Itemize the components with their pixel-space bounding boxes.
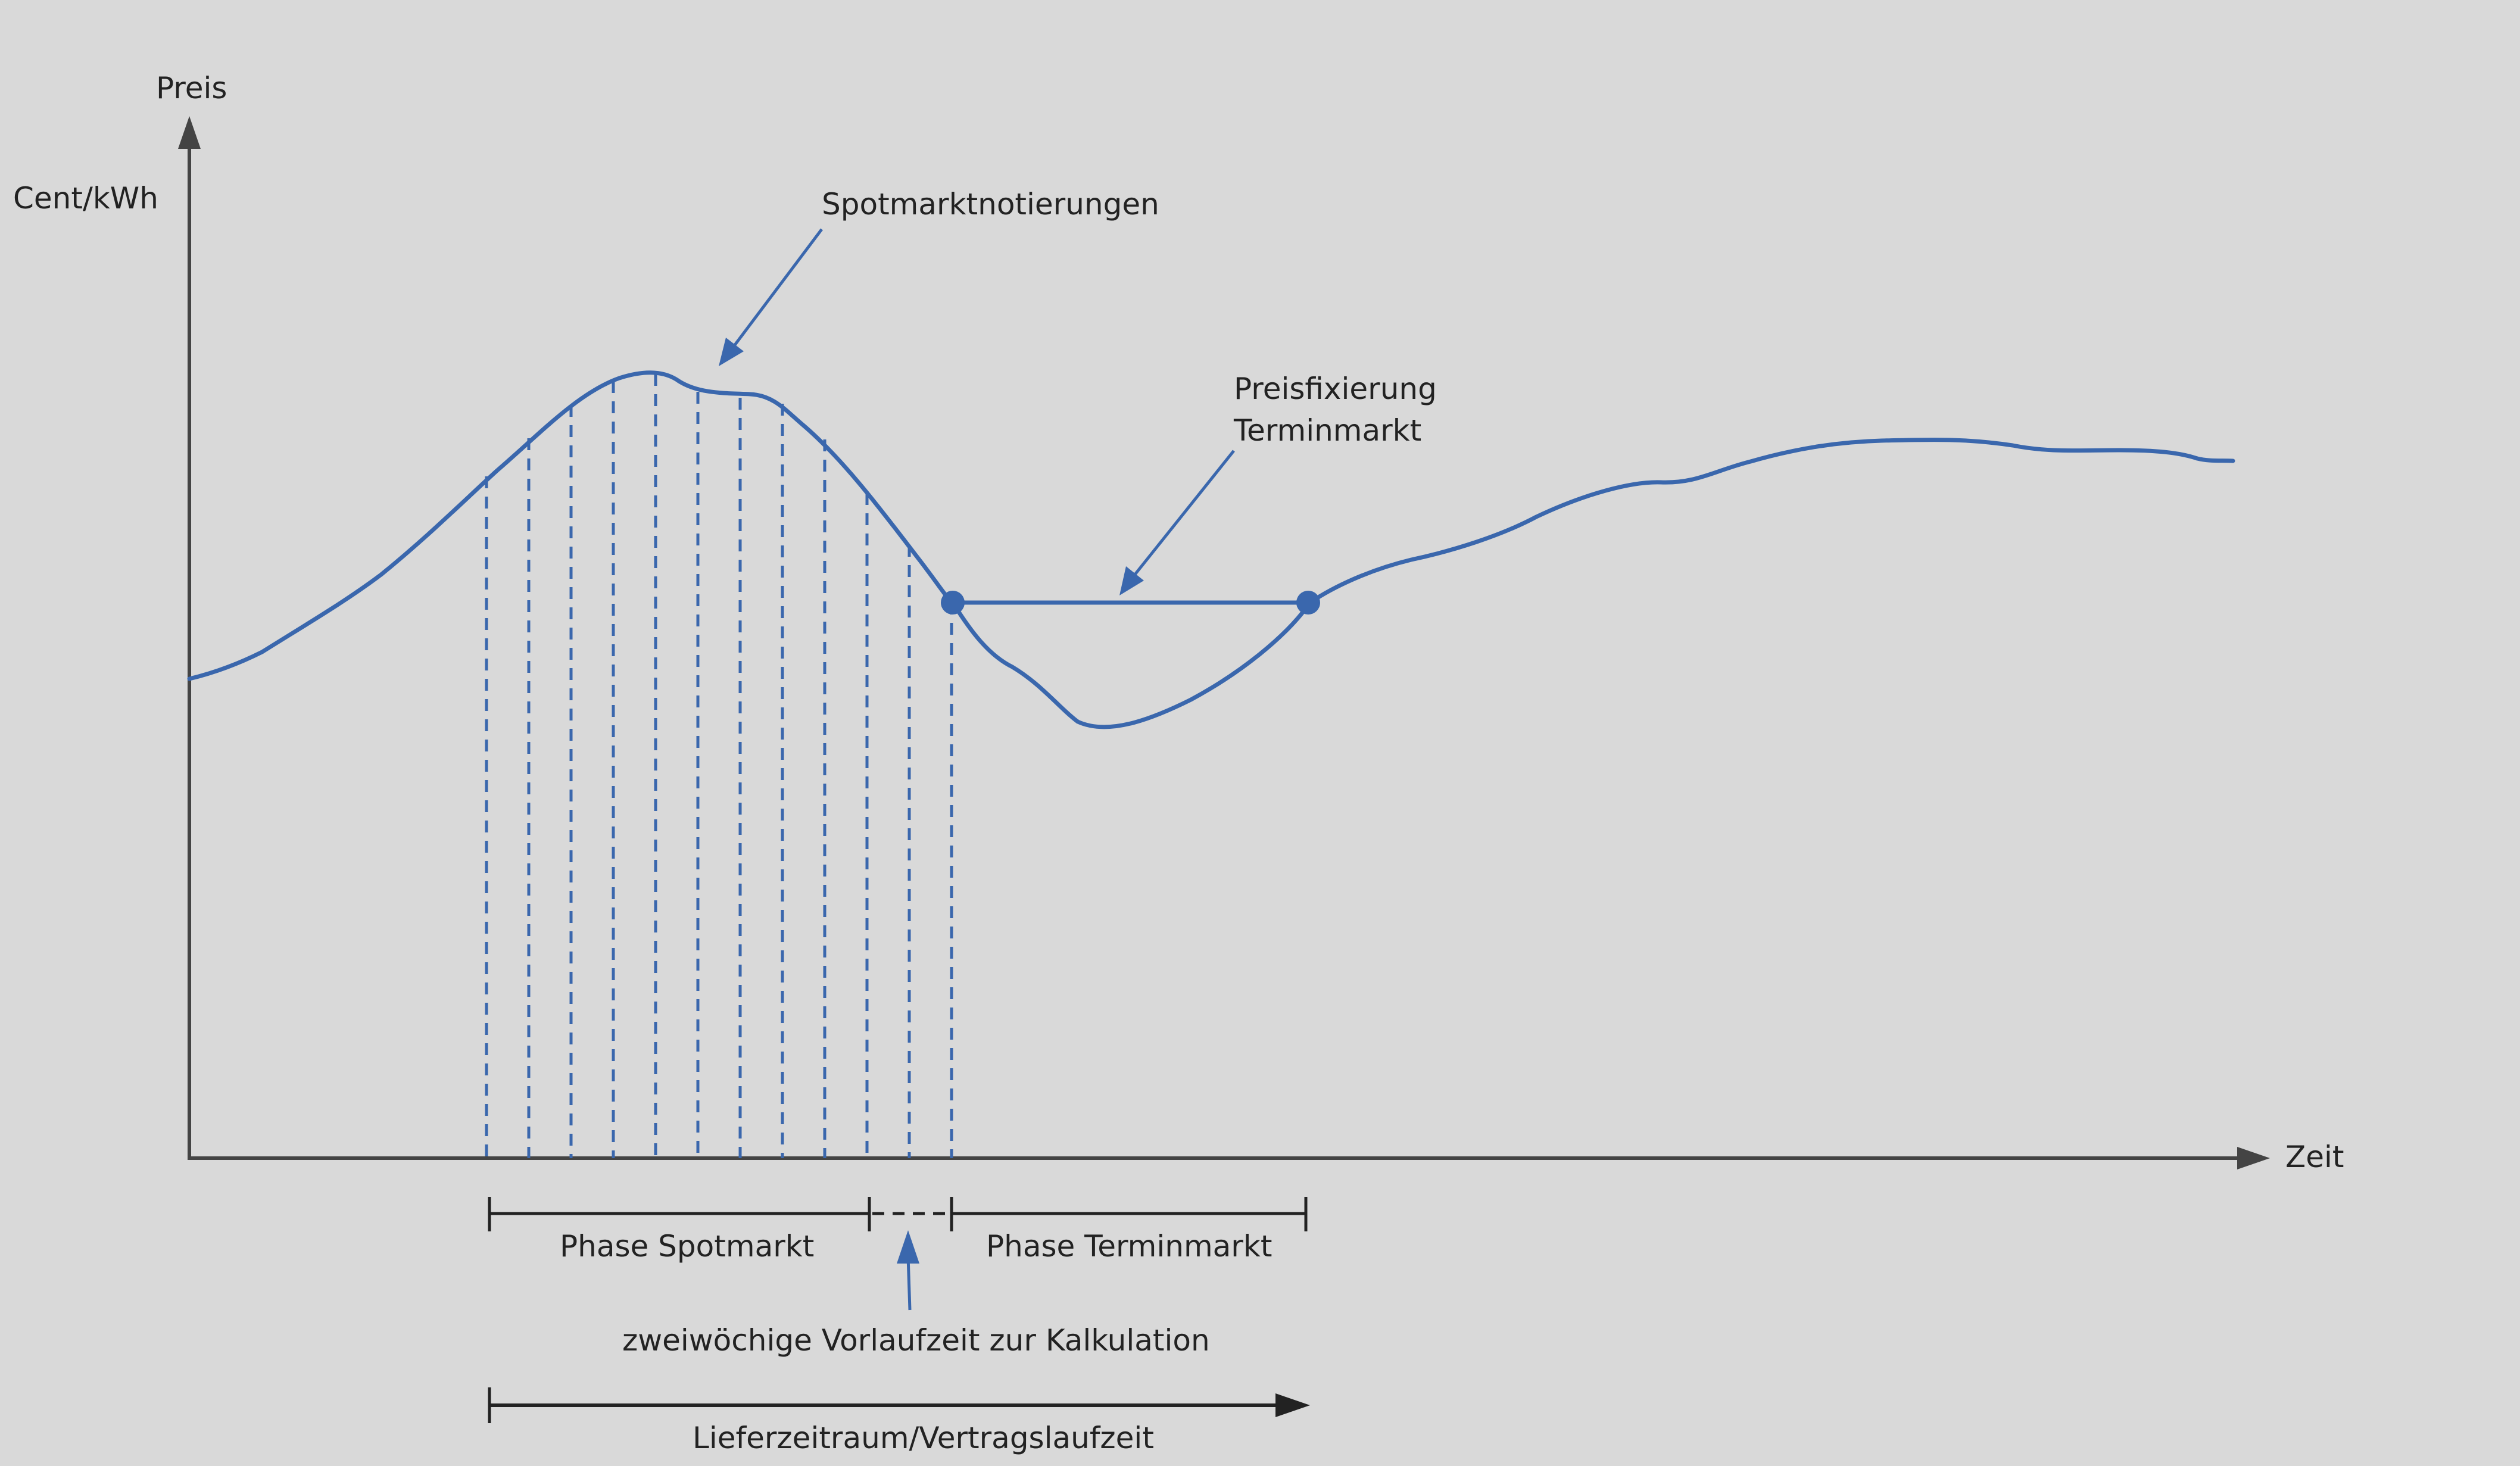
spot-hatching [485,374,953,1158]
axes: Preis Cent/kWh Zeit [13,71,2344,1174]
forward-phase-label: Phase Terminmarkt [986,1229,1272,1264]
spot-quotes-label: Spotmarktnotierungen [822,187,1159,222]
price-dip-curve [950,600,1312,729]
x-axis-label: Zeit [2285,1140,2344,1174]
spot-price-curve [187,370,955,681]
y-axis-arrowhead [178,116,201,149]
fixing-label-line2: Terminmarkt [1233,413,1421,448]
delivery-period-label: Lieferzeitraum/Vertragslaufzeit [693,1421,1154,1455]
fixing-label-line1: Preisfixierung [1234,372,1437,406]
y-axis-label: Preis [156,71,227,105]
lead-time-pointer [897,1230,919,1311]
x-axis-arrowhead [2237,1147,2270,1169]
spot-quotes-pointer [719,228,823,366]
market-price-curve [1308,437,2235,605]
lead-time-label: zweiwöchige Vorlaufzeit zur Kalkulation [622,1323,1210,1358]
phase-brackets [488,1197,1308,1231]
fixing-end-point [1296,591,1320,615]
y-axis-unit: Cent/kWh [13,181,158,216]
spot-phase-label: Phase Spotmarkt [560,1229,814,1264]
delivery-period-arrow [488,1387,1310,1423]
fixing-start-point [941,591,965,615]
fixing-pointer [1119,450,1235,595]
